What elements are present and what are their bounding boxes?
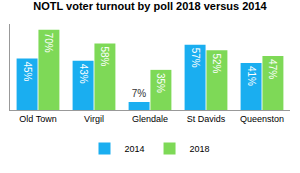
svg-text:Glendale: Glendale [132,114,168,124]
svg-text:52%: 52% [211,53,222,73]
svg-text:NOTL voter turnout by poll 201: NOTL voter turnout by poll 2018 versus 2… [33,0,267,12]
svg-text:58%: 58% [99,46,110,66]
svg-text:45%: 45% [22,61,33,81]
svg-text:43%: 43% [78,64,89,84]
svg-text:2018: 2018 [190,144,210,154]
svg-text:Queenston: Queenston [240,114,284,124]
svg-text:St Davids: St Davids [187,114,226,124]
svg-text:Virgil: Virgil [84,114,104,124]
svg-text:47%: 47% [267,59,278,79]
svg-text:7%: 7% [132,88,147,99]
svg-text:41%: 41% [246,66,257,86]
svg-text:2014: 2014 [125,144,145,154]
svg-text:70%: 70% [43,33,54,53]
svg-text:35%: 35% [155,73,166,93]
svg-text:57%: 57% [190,48,201,68]
svg-text:Old Town: Old Town [19,114,56,124]
